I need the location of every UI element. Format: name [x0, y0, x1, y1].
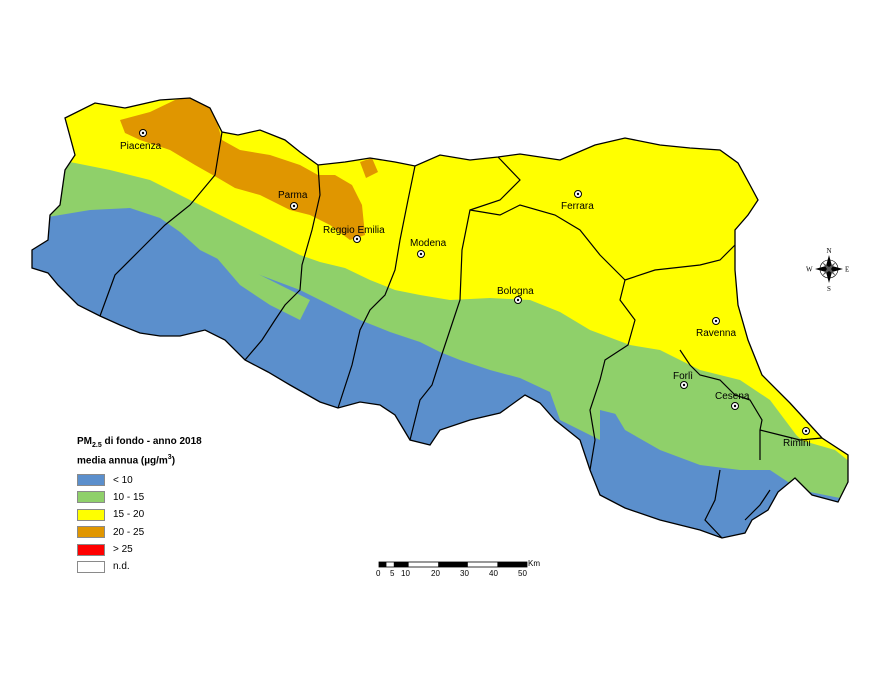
map-legend: PM2.5 di fondo - anno 2018 media annua (…	[77, 436, 277, 576]
legend-item: n.d.	[77, 558, 277, 575]
zone-10-15-west-finger	[210, 250, 310, 320]
compass-n-label: N	[827, 247, 832, 255]
boundary-forli-inner	[704, 469, 723, 539]
city-modena: Modena	[410, 238, 447, 258]
legend-swatch	[77, 491, 105, 504]
zone-lt10-east-mid	[600, 410, 790, 538]
city-label-ferrara: Ferrara	[561, 201, 594, 212]
city-ferrara: Ferrara	[561, 190, 594, 212]
city-label-bologna: Bologna	[497, 286, 534, 297]
legend-item: > 25	[77, 541, 277, 558]
zone-10-15-east	[610, 375, 848, 500]
boundary-piacenza-parma	[99, 131, 223, 317]
scale-tick-10: 10	[401, 569, 410, 578]
boundary-rimini-inner	[744, 489, 771, 521]
legend-title: PM2.5 di fondo - anno 2018	[77, 436, 202, 449]
scale-bar: 0 5 10 20 30 40 50 Km	[376, 559, 540, 578]
compass-w-label: W	[806, 266, 813, 274]
legend-swatch	[77, 543, 105, 556]
city-forli: Forlì	[673, 371, 693, 389]
city-label-modena: Modena	[410, 238, 447, 249]
scale-tick-40: 40	[489, 569, 498, 578]
legend-item: 10 - 15	[77, 489, 277, 506]
scale-tick-20: 20	[431, 569, 440, 578]
compass-s-label: S	[827, 285, 831, 293]
legend-label: 10 - 15	[113, 491, 145, 503]
city-label-rimini: Rimini	[783, 438, 811, 449]
city-reggio-emilia: Reggio Emilia	[323, 225, 385, 243]
legend-label: 20 - 25	[113, 526, 145, 538]
boundary-parma-reggio	[244, 164, 321, 361]
legend-label: 15 - 20	[113, 509, 145, 521]
city-label-parma: Parma	[278, 190, 308, 201]
city-bologna: Bologna	[497, 286, 534, 304]
city-markers: Piacenza Parma Reggio Emilia Modena Ferr…	[120, 129, 811, 449]
city-label-ravenna: Ravenna	[696, 328, 736, 339]
boundary-ferrara-ravenna	[624, 244, 736, 281]
legend-swatch	[77, 560, 105, 573]
legend-swatch	[77, 526, 105, 539]
legend-item: 20 - 25	[77, 524, 277, 541]
city-ravenna: Ravenna	[696, 317, 736, 339]
city-piacenza: Piacenza	[120, 129, 162, 152]
compass-rose-icon: N S E W	[806, 247, 849, 293]
legend-item: 15 - 20	[77, 506, 277, 523]
boundary-ravenna-forli	[679, 349, 763, 460]
city-parma: Parma	[278, 190, 308, 210]
legend-swatch	[77, 508, 105, 521]
legend-swatch	[77, 474, 105, 487]
boundary-ferrara-bologna	[469, 204, 626, 281]
scale-tick-0: 0	[376, 569, 381, 578]
city-cesena: Cesena	[715, 391, 750, 410]
province-boundaries	[99, 131, 823, 539]
scale-unit: Km	[528, 559, 540, 568]
legend-label: < 10	[113, 474, 133, 486]
scale-tick-30: 30	[460, 569, 469, 578]
city-label-reggio-emilia: Reggio Emilia	[323, 225, 385, 236]
city-label-piacenza: Piacenza	[120, 141, 162, 152]
zone-20-25	[120, 98, 365, 240]
city-label-cesena: Cesena	[715, 391, 750, 402]
legend-subtitle: media annua (µg/m3)	[77, 454, 176, 467]
scale-tick-50: 50	[518, 569, 527, 578]
legend-label: > 25	[113, 544, 133, 556]
city-label-forli: Forlì	[673, 371, 693, 382]
boundary-forli-rimini	[759, 429, 823, 441]
scale-tick-5: 5	[390, 569, 395, 578]
boundary-reggio-modena	[337, 165, 416, 409]
boundary-bologna-ravenna	[589, 279, 636, 471]
compass-e-label: E	[845, 266, 849, 274]
legend-item: < 10	[77, 471, 277, 488]
zone-20-25-reggio	[360, 158, 378, 178]
legend-label: n.d.	[113, 561, 130, 573]
boundary-modena-bologna	[409, 156, 521, 441]
city-rimini: Rimini	[783, 427, 811, 449]
